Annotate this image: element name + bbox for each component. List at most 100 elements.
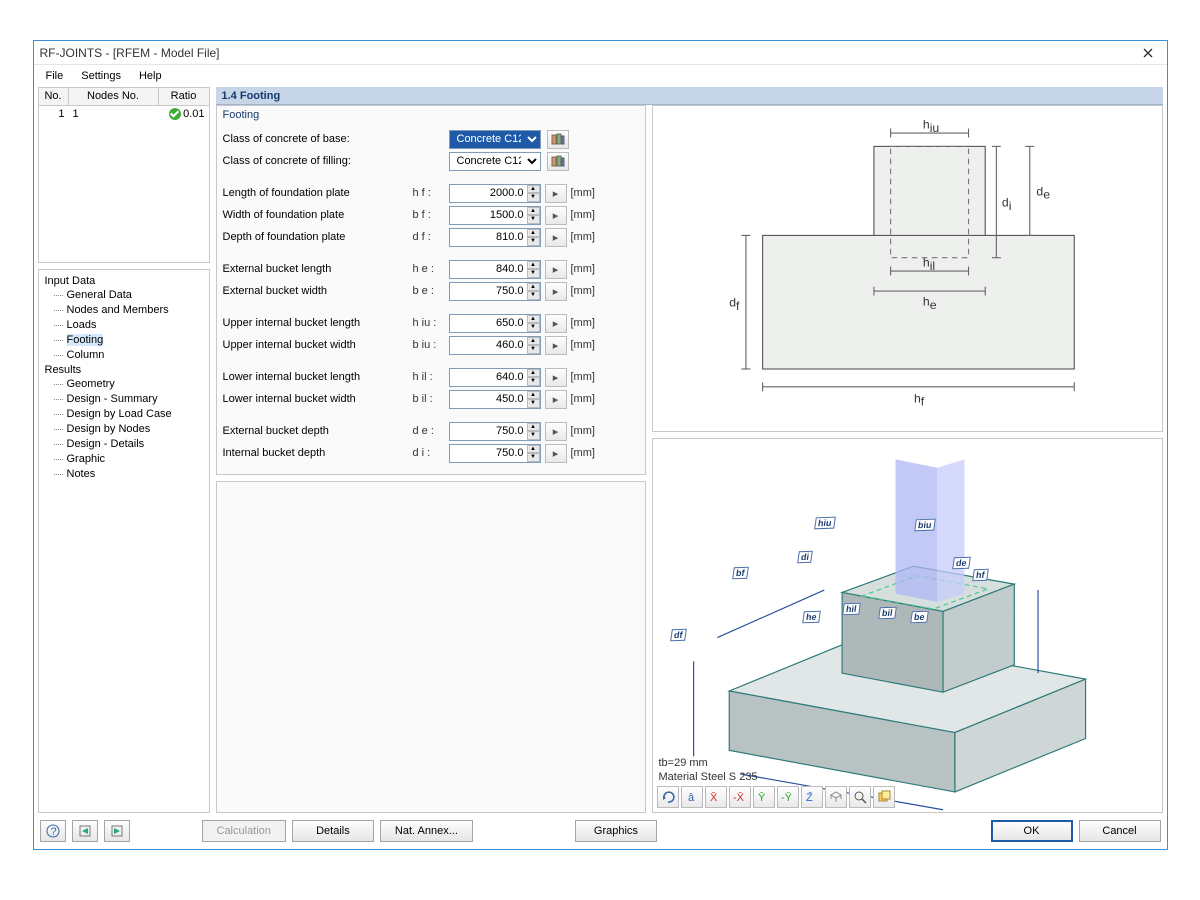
lbl-di: Internal bucket depth bbox=[223, 447, 413, 459]
details-button[interactable]: Details bbox=[292, 820, 374, 842]
spin-down[interactable]: ▼ bbox=[527, 193, 540, 202]
tb-yview[interactable]: Ȳ bbox=[753, 786, 775, 808]
svg-text:X̄: X̄ bbox=[710, 791, 718, 804]
menu-settings[interactable]: Settings bbox=[73, 68, 129, 84]
prev-icon bbox=[78, 824, 92, 838]
tb-rotate[interactable] bbox=[657, 786, 679, 808]
dim-df: df bbox=[670, 628, 686, 641]
graphics-button[interactable]: Graphics bbox=[575, 820, 657, 842]
table-header: No. Nodes No. Ratio bbox=[39, 88, 209, 106]
tree-footing[interactable]: Footing bbox=[53, 333, 207, 348]
help-button[interactable]: ? bbox=[40, 820, 66, 842]
dim-biu: biu bbox=[914, 518, 935, 531]
th-ratio: Ratio bbox=[159, 88, 209, 105]
ok-button[interactable]: OK bbox=[991, 820, 1073, 842]
svg-text:-X̄: -X̄ bbox=[733, 791, 745, 804]
tb-xview[interactable]: X̄ bbox=[705, 786, 727, 808]
tree-nodes-members[interactable]: Nodes and Members bbox=[53, 303, 207, 318]
dim-bil: bil bbox=[878, 606, 896, 619]
tree-graphic[interactable]: Graphic bbox=[53, 452, 207, 467]
graphic-panel: hiu de di df hil bbox=[652, 105, 1163, 813]
th-nodes: Nodes No. bbox=[69, 88, 159, 105]
lib-button-fill[interactable] bbox=[547, 152, 569, 171]
lib-button-base[interactable] bbox=[547, 130, 569, 149]
form-panel: Footing Class of concrete of base: Concr… bbox=[216, 105, 646, 813]
tree-column[interactable]: Column bbox=[53, 348, 207, 363]
dim-de: de bbox=[952, 556, 970, 569]
library-icon bbox=[551, 155, 565, 167]
check-icon bbox=[169, 108, 181, 120]
lbl-hil: Lower internal bucket length bbox=[223, 371, 413, 383]
lbl-bf: Width of foundation plate bbox=[223, 209, 413, 221]
lbl-fill-class: Class of concrete of filling: bbox=[223, 155, 413, 167]
diagram-info: tb=29 mm Material Steel S 235 bbox=[659, 756, 758, 784]
nav-tree: Input Data General Data Nodes and Member… bbox=[38, 269, 210, 813]
lbl-he: External bucket length bbox=[223, 263, 413, 275]
annex-button[interactable]: Nat. Annex... bbox=[380, 820, 473, 842]
tree-geometry[interactable]: Geometry bbox=[53, 377, 207, 392]
combo-fill-class[interactable]: Concrete C12/15 bbox=[449, 152, 541, 171]
dim-hiu: hiu bbox=[814, 516, 835, 529]
calculation-button[interactable]: Calculation bbox=[202, 820, 286, 842]
lbl-de: External bucket depth bbox=[223, 425, 413, 437]
window-close-button[interactable] bbox=[1135, 44, 1161, 62]
help-icon: ? bbox=[46, 824, 60, 838]
section-diagram: hiu de di df hil bbox=[652, 105, 1163, 432]
tree-loads[interactable]: Loads bbox=[53, 318, 207, 333]
tb-pan[interactable]: â bbox=[681, 786, 703, 808]
spin-up[interactable]: ▲ bbox=[527, 185, 540, 194]
svg-text:hiu: hiu bbox=[923, 117, 939, 134]
svg-text:Z̄: Z̄ bbox=[806, 791, 813, 804]
tb-print[interactable] bbox=[873, 786, 895, 808]
section-svg: hiu de di df hil bbox=[663, 113, 1152, 425]
svg-text:df: df bbox=[729, 295, 740, 312]
prev-button[interactable] bbox=[72, 820, 98, 842]
svg-text:-Ȳ: -Ȳ bbox=[781, 792, 793, 804]
svg-text:Ȳ: Ȳ bbox=[758, 792, 766, 804]
svg-text:di: di bbox=[1002, 195, 1012, 212]
next-button[interactable] bbox=[104, 820, 130, 842]
menu-file[interactable]: File bbox=[38, 68, 72, 84]
table-row[interactable]: 1 1 0.01 bbox=[39, 106, 209, 124]
cancel-button[interactable]: Cancel bbox=[1079, 820, 1161, 842]
body: No. Nodes No. Ratio 1 1 0.01 Input Data … bbox=[34, 87, 1167, 813]
spare-group bbox=[216, 481, 646, 813]
lbl-base-class: Class of concrete of base: bbox=[223, 133, 413, 145]
app-window: RF-JOINTS - [RFEM - Model File] File Set… bbox=[33, 40, 1168, 850]
tb-yview2[interactable]: -Ȳ bbox=[777, 786, 799, 808]
lbl-be: External bucket width bbox=[223, 285, 413, 297]
tb-zoom[interactable] bbox=[849, 786, 871, 808]
panel-title: 1.4 Footing bbox=[216, 87, 1163, 105]
lbl-df: Depth of foundation plate bbox=[223, 231, 413, 243]
svg-text:hf: hf bbox=[914, 391, 925, 408]
tree-design-summary[interactable]: Design - Summary bbox=[53, 392, 207, 407]
tree-general-data[interactable]: General Data bbox=[53, 288, 207, 303]
view-toolbar: â X̄ -X̄ Ȳ -Ȳ Z̄ bbox=[657, 786, 895, 808]
tree-notes[interactable]: Notes bbox=[53, 467, 207, 482]
td-no: 1 bbox=[39, 106, 69, 124]
iso-diagram: hiu biu di de bf hf he be hil bil df tb=… bbox=[652, 438, 1163, 813]
main-column: 1.4 Footing Footing Class of concrete of… bbox=[216, 87, 1163, 813]
tb-iso[interactable] bbox=[825, 786, 847, 808]
tree-design-nodes[interactable]: Design by Nodes bbox=[53, 422, 207, 437]
tb-zview[interactable]: Z̄ bbox=[801, 786, 823, 808]
tree-results[interactable]: Results bbox=[43, 363, 207, 377]
lbl-bil: Lower internal bucket width bbox=[223, 393, 413, 405]
step-btn[interactable]: ▸ bbox=[545, 184, 567, 203]
tb-xview2[interactable]: -X̄ bbox=[729, 786, 751, 808]
next-icon bbox=[110, 824, 124, 838]
close-icon bbox=[1143, 48, 1153, 58]
tree-input-data[interactable]: Input Data bbox=[43, 274, 207, 288]
left-column: No. Nodes No. Ratio 1 1 0.01 Input Data … bbox=[38, 87, 210, 813]
menubar: File Settings Help bbox=[34, 65, 1167, 87]
tree-design-loadcase[interactable]: Design by Load Case bbox=[53, 407, 207, 422]
combo-base-class[interactable]: Concrete C12/15 bbox=[449, 130, 541, 149]
menu-help[interactable]: Help bbox=[131, 68, 170, 84]
dim-hf: hf bbox=[972, 568, 988, 581]
dim-be: be bbox=[910, 610, 928, 623]
dim-he: he bbox=[802, 610, 820, 623]
footing-group: Footing Class of concrete of base: Concr… bbox=[216, 105, 646, 475]
dim-hil: hil bbox=[842, 602, 860, 615]
tree-design-details[interactable]: Design - Details bbox=[53, 437, 207, 452]
dim-di: di bbox=[797, 550, 813, 562]
